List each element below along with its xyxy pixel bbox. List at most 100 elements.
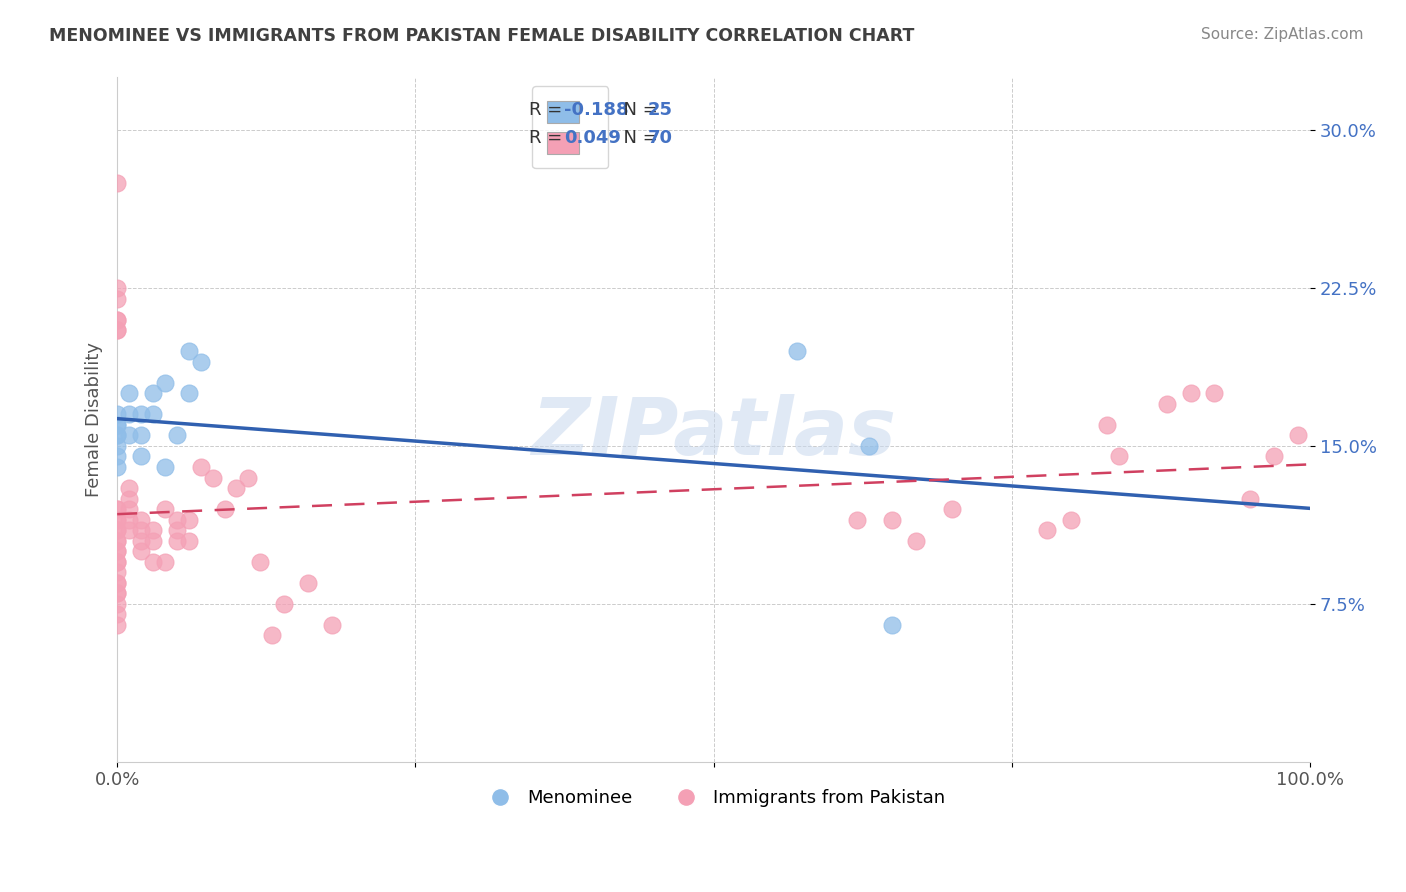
Point bbox=[321, 618, 343, 632]
Text: N =: N = bbox=[612, 102, 664, 120]
Point bbox=[1095, 417, 1118, 432]
Text: -0.188: -0.188 bbox=[564, 102, 628, 120]
Text: 70: 70 bbox=[648, 128, 673, 147]
Point bbox=[105, 460, 128, 475]
Point bbox=[105, 502, 128, 516]
Point bbox=[177, 513, 200, 527]
Point bbox=[297, 575, 319, 590]
Point bbox=[166, 428, 188, 442]
Point bbox=[118, 513, 141, 527]
Point bbox=[105, 618, 128, 632]
Point bbox=[105, 450, 128, 464]
Point bbox=[105, 575, 128, 590]
Point bbox=[118, 523, 141, 537]
Point bbox=[1263, 450, 1285, 464]
Point bbox=[238, 470, 260, 484]
Point bbox=[118, 481, 141, 495]
Point bbox=[105, 417, 128, 432]
Point bbox=[166, 523, 188, 537]
Point bbox=[129, 428, 152, 442]
Point bbox=[105, 312, 128, 326]
Point bbox=[105, 544, 128, 558]
Point bbox=[142, 408, 165, 422]
Point bbox=[105, 533, 128, 548]
Point bbox=[105, 176, 128, 190]
Legend: Menominee, Immigrants from Pakistan: Menominee, Immigrants from Pakistan bbox=[474, 782, 953, 814]
Text: N =: N = bbox=[612, 128, 664, 147]
Text: Source: ZipAtlas.com: Source: ZipAtlas.com bbox=[1201, 27, 1364, 42]
Point bbox=[118, 502, 141, 516]
Point bbox=[190, 460, 212, 475]
Point bbox=[105, 502, 128, 516]
Point bbox=[105, 323, 128, 337]
Point bbox=[118, 491, 141, 506]
Point bbox=[153, 376, 176, 390]
Point bbox=[105, 417, 128, 432]
Point bbox=[249, 555, 271, 569]
Point bbox=[153, 502, 176, 516]
Point bbox=[177, 533, 200, 548]
Point bbox=[845, 513, 868, 527]
Point bbox=[129, 513, 152, 527]
Point bbox=[105, 607, 128, 622]
Text: ZIPatlas: ZIPatlas bbox=[531, 394, 896, 472]
Point bbox=[105, 544, 128, 558]
Point bbox=[177, 344, 200, 359]
Point bbox=[105, 439, 128, 453]
Point bbox=[105, 523, 128, 537]
Point bbox=[225, 481, 247, 495]
Point bbox=[142, 386, 165, 401]
Point bbox=[105, 575, 128, 590]
Point bbox=[105, 566, 128, 580]
Point bbox=[1108, 450, 1130, 464]
Point bbox=[105, 312, 128, 326]
Point bbox=[153, 555, 176, 569]
Point bbox=[105, 586, 128, 600]
Point bbox=[129, 523, 152, 537]
Point bbox=[1286, 428, 1309, 442]
Point bbox=[190, 354, 212, 368]
Point bbox=[105, 428, 128, 442]
Point bbox=[882, 513, 904, 527]
Point bbox=[105, 513, 128, 527]
Point bbox=[105, 323, 128, 337]
Point bbox=[214, 502, 236, 516]
Point bbox=[153, 460, 176, 475]
Text: 0.049: 0.049 bbox=[564, 128, 621, 147]
Point bbox=[105, 597, 128, 611]
Text: 25: 25 bbox=[648, 102, 673, 120]
Point bbox=[166, 513, 188, 527]
Point bbox=[105, 586, 128, 600]
Point bbox=[118, 428, 141, 442]
Point bbox=[882, 618, 904, 632]
Point bbox=[129, 408, 152, 422]
Point bbox=[905, 533, 928, 548]
Point bbox=[129, 450, 152, 464]
Point bbox=[142, 555, 165, 569]
Point bbox=[177, 386, 200, 401]
Point bbox=[105, 428, 128, 442]
Point bbox=[1204, 386, 1226, 401]
Text: R =: R = bbox=[529, 128, 568, 147]
Point bbox=[1060, 513, 1083, 527]
Point bbox=[858, 439, 880, 453]
Point bbox=[105, 281, 128, 295]
Point bbox=[129, 544, 152, 558]
Point bbox=[142, 523, 165, 537]
Text: MENOMINEE VS IMMIGRANTS FROM PAKISTAN FEMALE DISABILITY CORRELATION CHART: MENOMINEE VS IMMIGRANTS FROM PAKISTAN FE… bbox=[49, 27, 914, 45]
Text: R =: R = bbox=[529, 102, 568, 120]
Point bbox=[273, 597, 295, 611]
Point bbox=[166, 533, 188, 548]
Point bbox=[1036, 523, 1059, 537]
Point bbox=[105, 523, 128, 537]
Point bbox=[1239, 491, 1261, 506]
Point bbox=[105, 513, 128, 527]
Point bbox=[105, 292, 128, 306]
Point bbox=[142, 533, 165, 548]
Y-axis label: Female Disability: Female Disability bbox=[86, 343, 103, 497]
Point bbox=[118, 386, 141, 401]
Point bbox=[201, 470, 224, 484]
Point bbox=[118, 408, 141, 422]
Point bbox=[105, 555, 128, 569]
Point bbox=[262, 628, 284, 642]
